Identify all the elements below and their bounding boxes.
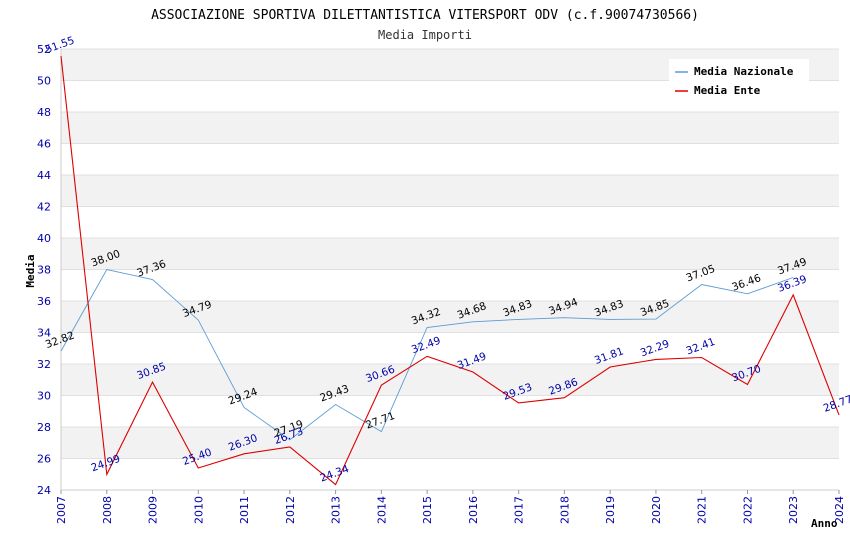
y-tick-label: 36 [37,295,51,308]
y-tick-label: 46 [37,138,51,151]
x-tick-label: 2015 [421,496,434,524]
y-tick-label: 28 [37,421,51,434]
x-tick-label: 2010 [192,496,205,524]
x-tick-label: 2024 [833,496,846,524]
x-tick-label: 2019 [604,496,617,524]
x-tick-label: 2016 [467,496,480,524]
x-tick-label: 2018 [558,496,571,524]
y-axis-label: Media [24,254,37,287]
data-label-ente: 28.77 [822,393,850,415]
y-tick-label: 44 [37,169,51,182]
series-lines [60,56,840,486]
y-tick-label: 50 [37,75,51,88]
x-tick-label: 2021 [696,496,709,524]
x-tick-label: 2009 [147,496,160,524]
x-tick-label: 2013 [330,496,343,524]
y-tick-label: 30 [37,390,51,403]
y-tick-label: 24 [37,484,51,497]
legend-label-ente: Media Ente [694,84,761,97]
x-tick-label: 2008 [101,496,114,524]
y-tick-label: 38 [37,264,51,277]
y-tick-label: 48 [37,106,51,119]
plot-band [61,238,839,270]
y-tick-label: 42 [37,201,51,214]
y-tick-label: 40 [37,232,51,245]
plot-band [61,364,839,396]
x-axis-label: Anno [811,517,838,530]
plot-band [61,175,839,207]
data-label-ente: 32.49 [410,335,442,357]
data-label-ente: 24.34 [318,463,351,485]
y-tick-label: 32 [37,358,51,371]
x-tick-label: 2020 [650,496,663,524]
legend: Media Nazionale Media Ente [669,59,809,101]
chart-title: ASSOCIAZIONE SPORTIVA DILETTANTISTICA VI… [151,8,699,23]
x-tick-label: 2012 [284,496,297,524]
plot-band [61,112,839,144]
x-tick-label: 2023 [787,496,800,524]
legend-label-nazionale: Media Nazionale [694,65,794,78]
plot-band [61,427,839,459]
plot-band [61,301,839,333]
grid-lines [61,48,839,491]
x-tick-label: 2007 [55,496,68,524]
y-tick-label: 26 [37,453,51,466]
series-line-ente [60,56,840,486]
series-line-nazionale [60,268,794,441]
data-label-ente: 32.41 [685,336,717,358]
x-tick-label: 2022 [741,496,754,524]
y-tick-label: 52 [37,43,51,56]
data-label-ente: 32.29 [639,338,671,360]
x-tick-label: 2011 [238,496,251,524]
x-tick-label: 2014 [375,496,388,524]
legend-box [669,59,809,101]
y-tick-label: 34 [37,327,51,340]
y-axis-ticks: 24 26 28 30 32 34 36 38 40 42 44 46 48 50 52 [37,43,51,497]
chart-subtitle: Media Importi [378,28,472,42]
x-axis-ticks: 2007 2008 2009 2010 2011 2012 2013 2014 2015 2016… [55,490,846,524]
plot-bands [61,49,839,459]
x-tick-label: 2017 [513,496,526,524]
